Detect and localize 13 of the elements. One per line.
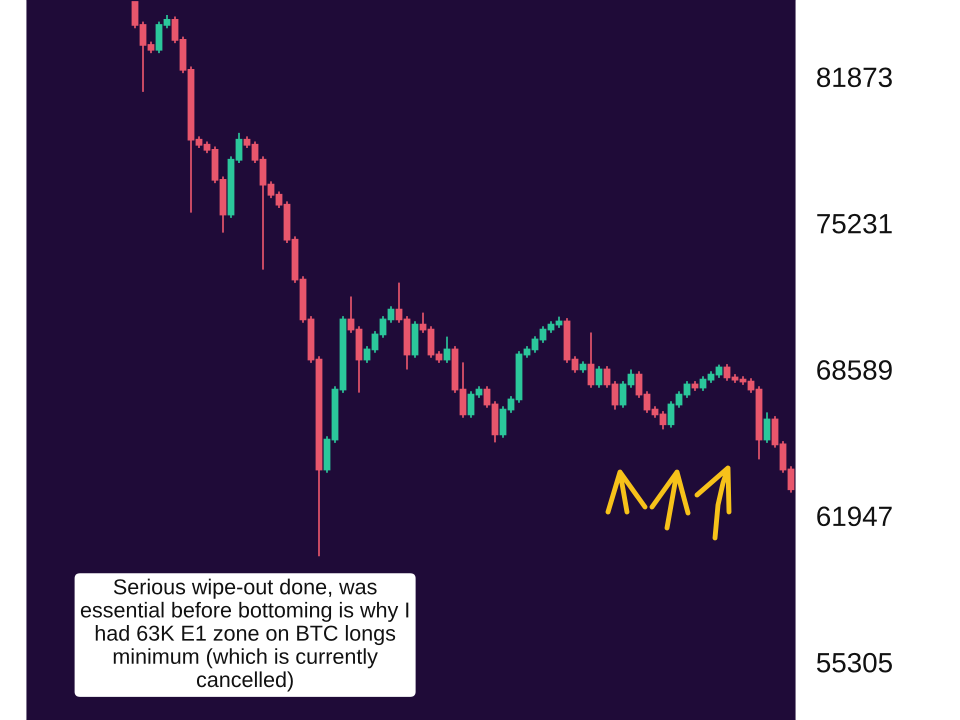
candlestick [580,360,586,374]
y-tick-label: 55305 [816,652,892,673]
y-tick-label: 75231 [817,214,892,234]
candlestick [588,332,594,389]
annotation: Serious wipe-out done, was essential before bottoming is why I had 63K E1 zone on BTC longs minimum (which is currently cancelled) [80,578,408,692]
candlestick [764,412,770,444]
y-tick-label: 61947 [817,506,892,526]
candlestick [692,380,698,392]
candlestick [412,320,418,359]
candlestick [444,336,450,364]
candlestick [596,365,602,389]
y-tick-label: 68589 [817,360,892,380]
y-tick-label: 81873 [817,67,892,88]
